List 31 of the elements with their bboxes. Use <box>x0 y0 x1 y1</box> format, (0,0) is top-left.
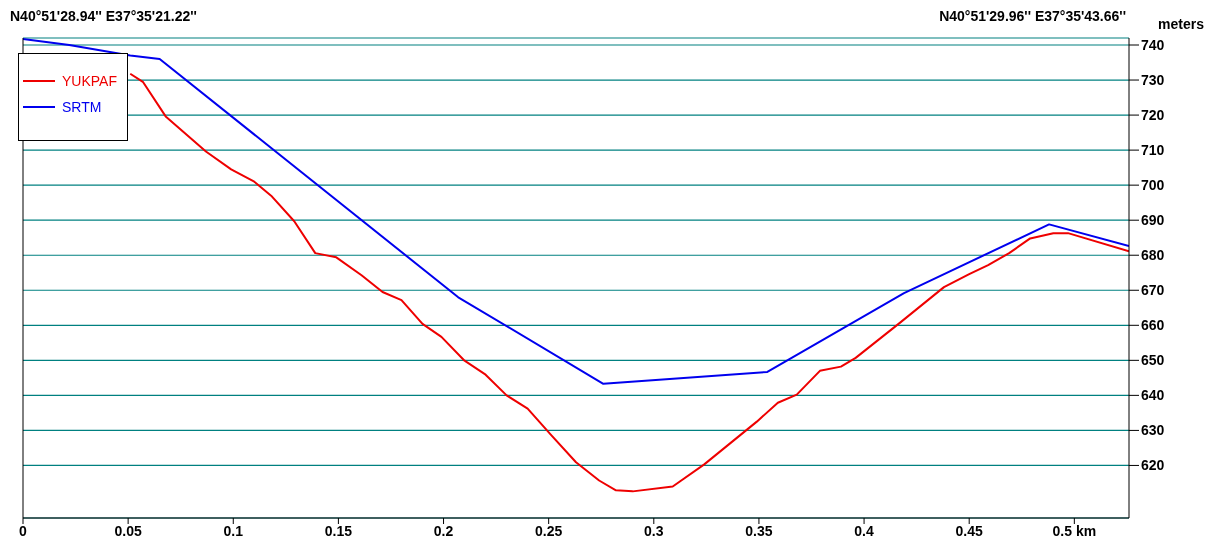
x-tick-label: 0.5 km <box>1052 522 1097 539</box>
x-tick-label: 0.25 <box>535 522 563 539</box>
x-tick-label: 0.45 <box>955 522 984 539</box>
x-tick-label: 0.15 <box>324 522 353 539</box>
legend-label: YUKPAF <box>61 72 117 91</box>
y-tick-label: 730 <box>1141 72 1165 89</box>
y-tick-label: 650 <box>1141 352 1165 369</box>
legend-label: SRTM <box>61 98 103 117</box>
y-tick-label: 690 <box>1141 212 1165 229</box>
x-tick-label: 0.35 <box>745 522 773 539</box>
x-tick-label: 0 <box>19 522 28 539</box>
y-tick-label: 670 <box>1141 282 1165 299</box>
y-tick-label: 630 <box>1141 422 1165 439</box>
x-tick-label: 0.2 <box>433 522 454 539</box>
x-tick-label: 0.1 <box>223 522 244 539</box>
y-tick-label: 620 <box>1141 457 1165 474</box>
y-tick-label: 740 <box>1141 36 1165 53</box>
x-tick-label: 0.4 <box>854 522 875 539</box>
y-tick-label: 660 <box>1141 317 1165 334</box>
x-tick-label: 0.3 <box>644 522 664 539</box>
line-series <box>129 72 1129 493</box>
y-axis-title: meters <box>1158 16 1204 32</box>
text: N40°51'29.96'' E37°35'43.66'' <box>939 8 1126 24</box>
text: N40°51'28.94'' E37°35'21.22'' <box>10 8 197 24</box>
y-tick-label: 640 <box>1141 387 1165 404</box>
y-tick-label: 710 <box>1141 142 1165 159</box>
y-tick-label: 720 <box>1141 107 1165 124</box>
line-series <box>23 38 1129 385</box>
y-tick-label: 700 <box>1141 177 1165 194</box>
x-tick-label: 0.05 <box>114 522 142 539</box>
y-tick-label: 680 <box>1141 247 1165 264</box>
